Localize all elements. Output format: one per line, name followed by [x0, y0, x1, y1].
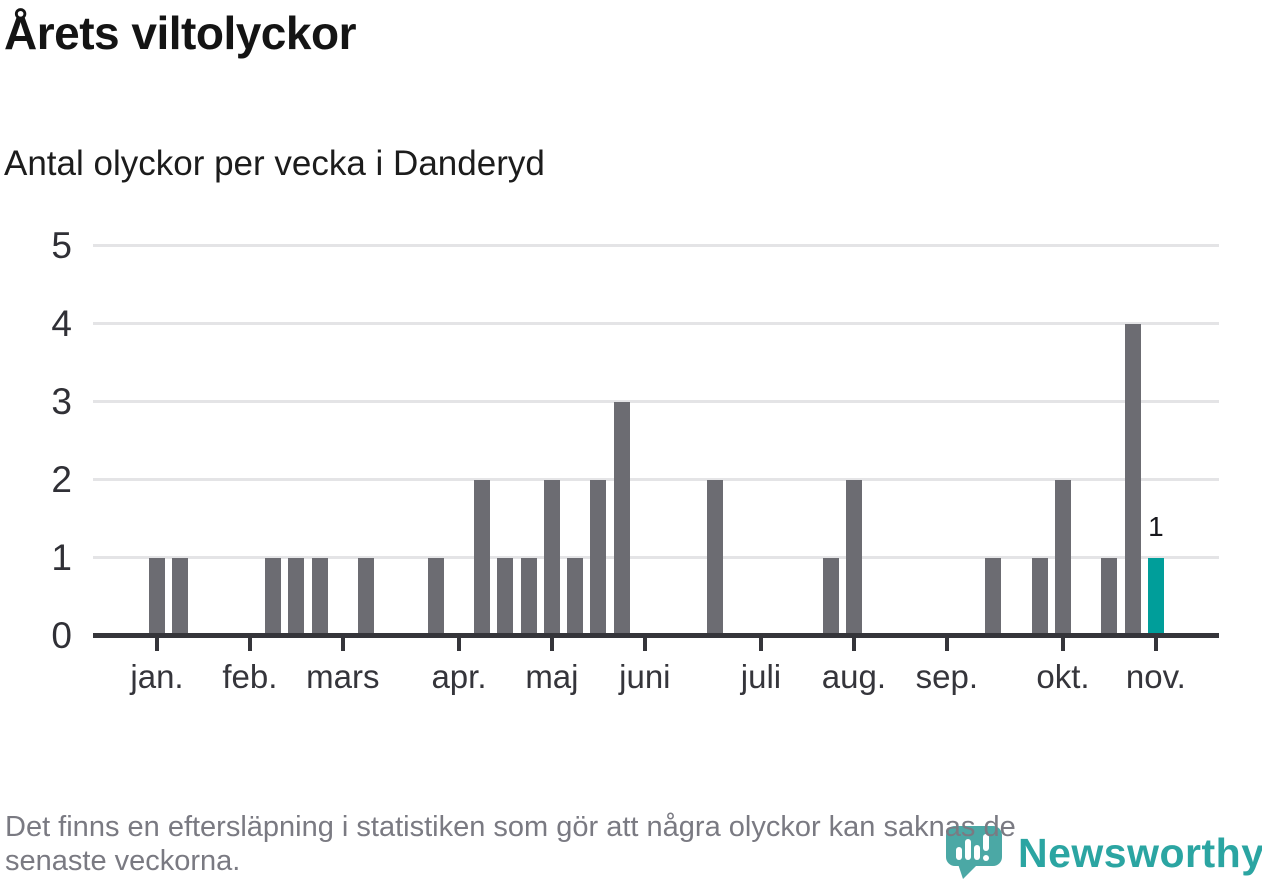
bar-week-7	[311, 558, 328, 636]
month-tick-feb	[247, 638, 252, 651]
month-tick-juli	[758, 638, 763, 651]
bar-week-42	[1124, 324, 1141, 636]
newsworthy-logo: Newsworthy	[946, 826, 1262, 879]
bar-week-5	[265, 558, 282, 636]
x-axis-label: nov.	[1125, 658, 1186, 695]
bar-value-label: 1	[1148, 511, 1164, 542]
y-axis-label: 0	[51, 615, 72, 656]
bar-week-30	[845, 480, 862, 636]
x-axis-label: maj	[525, 658, 579, 695]
x-axis-label: okt.	[1036, 658, 1090, 695]
chart-subtitle: Antal olyckor per vecka i Danderyd	[4, 144, 545, 183]
bar-week-15	[497, 558, 514, 636]
month-tick-juni	[642, 638, 647, 651]
month-tick-mars	[340, 638, 345, 651]
gridline-y3	[93, 400, 1219, 403]
bar-week-24	[706, 480, 723, 636]
y-axis-label: 2	[51, 459, 72, 500]
x-axis-label: aug.	[821, 658, 886, 695]
month-tick-sep	[944, 638, 949, 651]
bar-week-29	[822, 558, 839, 636]
y-axis-label: 5	[51, 225, 72, 266]
x-axis-label: juli	[740, 658, 782, 695]
bar-week-17	[543, 480, 560, 636]
bar-week-43	[1147, 558, 1164, 636]
footer-note: Det finns en eftersläpning i statistiken…	[5, 810, 1258, 878]
bar-week-20	[613, 402, 630, 636]
bar-week-1	[172, 558, 189, 636]
x-axis-label: jan.	[130, 658, 184, 695]
bar-week-9	[358, 558, 375, 636]
bar-week-39	[1054, 480, 1071, 636]
month-tick-apr	[456, 638, 461, 651]
gridline-y4	[93, 322, 1219, 325]
bar-week-14	[474, 480, 491, 636]
month-tick-okt	[1060, 638, 1065, 651]
y-axis-label: 4	[51, 303, 72, 344]
bar-week-6	[288, 558, 305, 636]
x-axis-label: apr.	[431, 658, 487, 695]
gridline-y2	[93, 478, 1219, 481]
x-axis-label: juni	[619, 658, 671, 695]
y-axis-label: 3	[51, 381, 72, 422]
bar-week-41	[1101, 558, 1118, 636]
chart-title: Årets viltolyckor	[4, 7, 356, 59]
newsworthy-logo-icon	[946, 826, 1002, 879]
month-tick-nov	[1153, 638, 1158, 651]
bar-week-36	[985, 558, 1002, 636]
bar-week-19	[590, 480, 607, 636]
bar-week-18	[567, 558, 584, 636]
x-axis-label: feb.	[222, 658, 278, 695]
x-axis-label: mars	[306, 658, 380, 695]
month-tick-aug	[851, 638, 856, 651]
gridline-y1	[93, 556, 1219, 559]
x-axis-line	[93, 633, 1219, 638]
bar-week-16	[520, 558, 537, 636]
month-tick-jan	[155, 638, 159, 651]
bar-week-38	[1031, 558, 1048, 636]
x-axis-label: sep.	[915, 658, 978, 695]
footer-line-1: Det finns en eftersläpning i statistiken…	[5, 811, 1016, 843]
y-axis-label: 1	[51, 537, 72, 578]
bar-week-0	[149, 558, 165, 636]
bar-week-12	[427, 558, 444, 636]
gridline-y5	[93, 244, 1219, 247]
newsworthy-logo-text: Newsworthy	[1018, 830, 1262, 876]
month-tick-maj	[549, 638, 554, 651]
bar-chart: 0 1 2 3 4 5 1 jan. feb. mars apr. maj juni juli aug. se…	[51, 225, 1219, 695]
footer-line-2: senaste veckorna.	[5, 845, 241, 877]
